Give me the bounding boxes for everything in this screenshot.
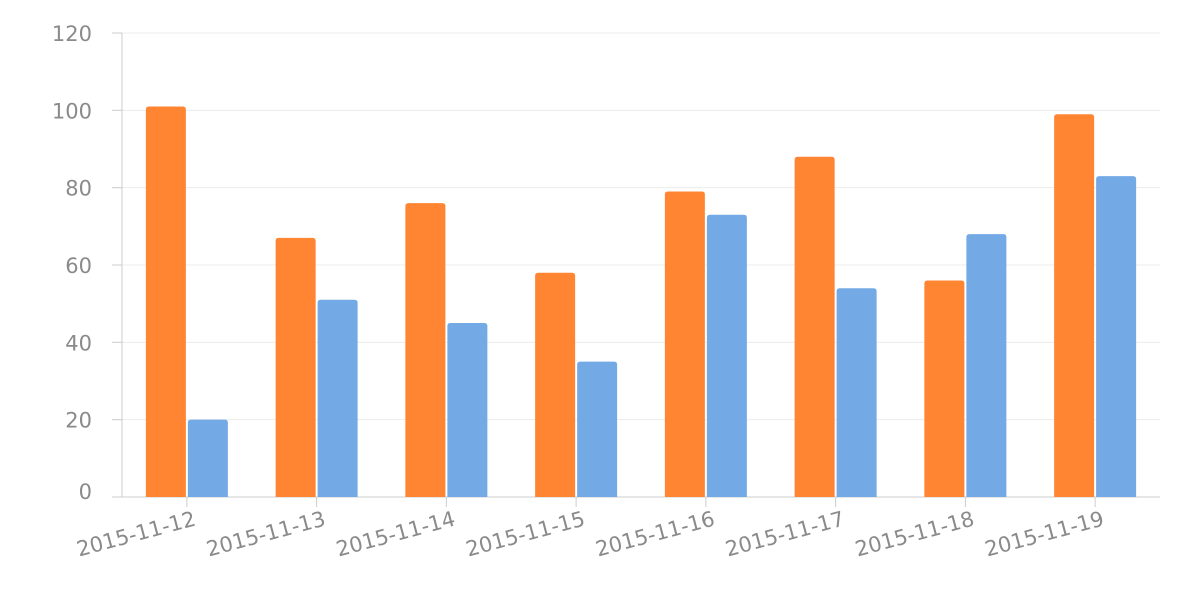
bar-series-2-2015-11-18[interactable] — [966, 234, 1007, 498]
y-tick-label: 40 — [65, 331, 92, 355]
x-tick-label: 2015-11-16 — [593, 507, 717, 562]
bar-series-2-2015-11-16[interactable] — [706, 214, 747, 497]
y-tick-label: 60 — [65, 254, 92, 278]
y-tick-label: 0 — [79, 480, 92, 504]
y-tick-label: 20 — [65, 409, 92, 433]
x-tick-label: 2015-11-15 — [463, 507, 587, 562]
bar-series-2-2015-11-12[interactable] — [187, 419, 228, 497]
bars — [145, 106, 1137, 498]
bar-series-1-2015-11-18[interactable] — [924, 280, 965, 497]
bar-series-2-2015-11-13[interactable] — [317, 299, 358, 497]
bar-series-1-2015-11-15[interactable] — [535, 272, 576, 497]
bar-series-2-2015-11-17[interactable] — [836, 288, 877, 497]
x-tick-label: 2015-11-13 — [204, 507, 328, 562]
x-tick-label: 2015-11-17 — [723, 507, 847, 562]
bar-series-2-2015-11-14[interactable] — [447, 323, 488, 497]
bar-series-1-2015-11-19[interactable] — [1054, 114, 1095, 497]
bar-series-2-2015-11-15[interactable] — [577, 361, 618, 497]
y-tick-label: 120 — [52, 22, 92, 46]
y-tick-label: 80 — [65, 177, 92, 201]
x-tick-label: 2015-11-19 — [982, 507, 1106, 562]
x-tick-label: 2015-11-12 — [74, 507, 198, 562]
y-tick-labels: 0 20 40 60 80 100 120 — [52, 22, 92, 504]
bar-series-1-2015-11-13[interactable] — [275, 237, 316, 497]
x-tick-labels: 2015-11-12 2015-11-13 2015-11-14 2015-11-15… — [74, 507, 1106, 562]
y-tick-label: 100 — [52, 99, 92, 123]
bar-series-1-2015-11-16[interactable] — [664, 191, 705, 498]
bar-series-1-2015-11-14[interactable] — [405, 203, 446, 497]
x-tick-label: 2015-11-18 — [853, 507, 977, 562]
bar-series-2-2015-11-19[interactable] — [1096, 176, 1137, 498]
x-tick-label: 2015-11-14 — [334, 507, 458, 562]
bar-series-1-2015-11-12[interactable] — [145, 106, 186, 497]
bar-series-1-2015-11-17[interactable] — [794, 156, 835, 497]
